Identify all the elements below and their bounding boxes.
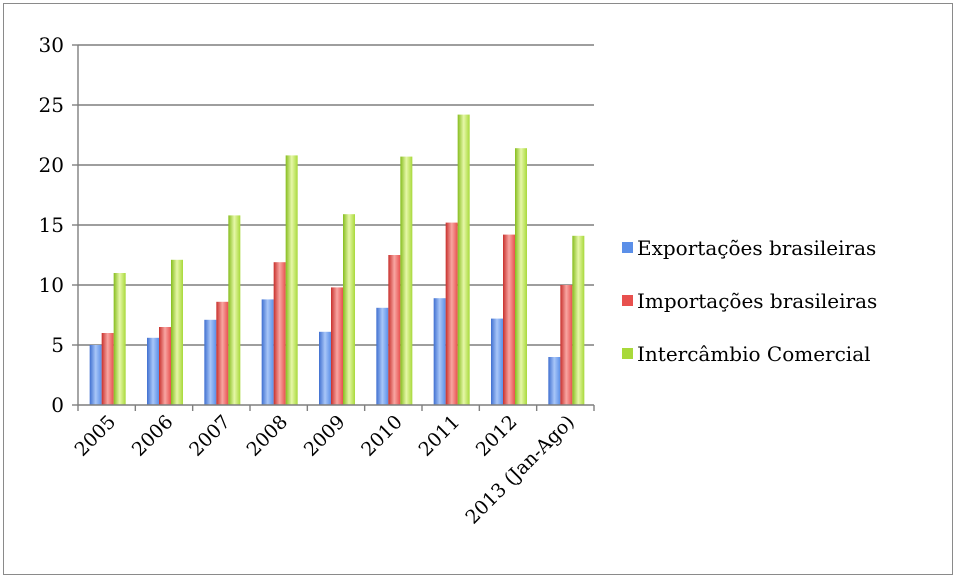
x-tick-label: 2007 [185,411,235,461]
bar-intercambio-comercial [457,114,470,405]
legend-swatch [622,348,633,359]
x-tick-label: 2012 [472,411,522,461]
bar-intercambio-comercial [228,215,241,405]
x-tick-label: 2005 [70,411,120,461]
y-tick-label: 25 [39,93,64,117]
bar-importacoes-brasileiras [101,333,114,405]
bar-exportacoes-brasileiras [491,318,503,405]
bar-importacoes-brasileiras [503,234,515,405]
bar-intercambio-comercial [400,156,413,405]
y-tick-label: 30 [39,33,64,57]
x-tick-label: 2006 [128,411,178,461]
bar-importacoes-brasileiras [216,301,229,405]
bar-importacoes-brasileiras [445,222,458,405]
bar-importacoes-brasileiras [331,287,343,405]
y-tick-label: 5 [51,333,64,357]
x-tick-label: 2011 [414,411,464,461]
bar-importacoes-brasileiras [388,255,401,405]
y-tick-label: 0 [51,393,64,417]
legend-label: Exportações brasileiras [637,236,876,260]
bar-importacoes-brasileiras [273,262,286,405]
chart-frame [3,3,953,575]
bar-exportacoes-brasileiras [376,307,389,405]
y-tick-label: 15 [39,213,64,237]
x-tick-label: 2008 [242,411,292,461]
bar-intercambio-comercial [171,259,183,405]
bar-exportacoes-brasileiras [89,345,102,405]
bar-exportacoes-brasileiras [433,298,446,405]
bar-exportacoes-brasileiras [147,337,159,405]
y-tick-label: 10 [39,273,64,297]
bar-exportacoes-brasileiras [261,299,274,405]
bar-exportacoes-brasileiras [204,319,217,405]
legend-swatch [622,295,633,306]
bar-exportacoes-brasileiras [319,331,331,405]
x-tick-label: 2009 [300,411,350,461]
bar-intercambio-comercial [113,273,126,405]
bar-intercambio-comercial [343,214,355,405]
bar-importacoes-brasileiras [159,327,171,405]
x-tick-label: 2013 (Jan-Ago) [461,411,578,528]
bar-intercambio-comercial [572,235,585,405]
legend-swatch [622,242,633,253]
y-tick-label: 20 [39,153,64,177]
legend-label: Intercâmbio Comercial [637,342,871,366]
legend-label: Importações brasileiras [637,289,877,313]
bar-exportacoes-brasileiras [548,357,561,405]
bar-intercambio-comercial [285,155,298,405]
x-tick-label: 2010 [357,411,407,461]
bar-intercambio-comercial [515,148,527,405]
bar-importacoes-brasileiras [560,285,573,405]
